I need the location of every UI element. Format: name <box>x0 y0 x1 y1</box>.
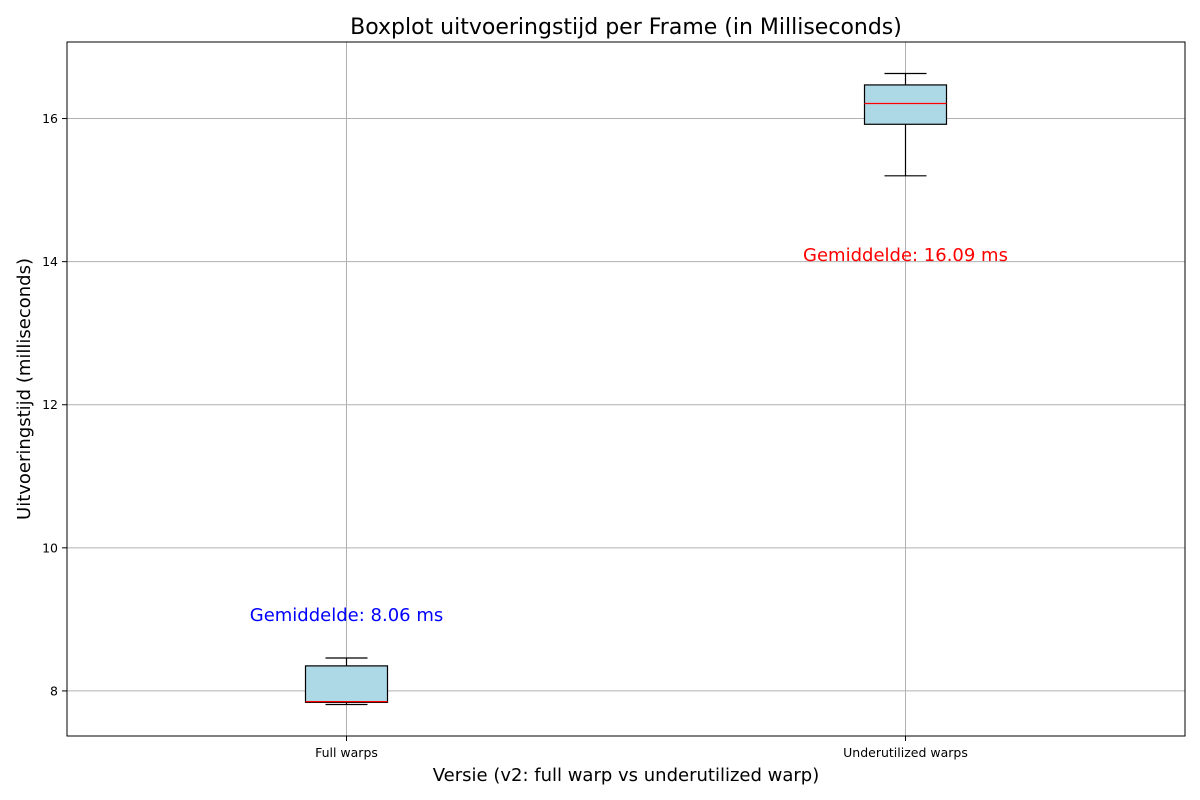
grid-lines <box>67 42 1185 736</box>
y-tick-label: 12 <box>42 397 58 412</box>
iqr-box <box>863 84 948 125</box>
y-axis-label: Uitvoeringstijd (milliseconds) <box>14 258 35 520</box>
x-tick-label: Full warps <box>315 745 378 760</box>
iqr-box <box>304 665 389 703</box>
annotations: Gemiddelde: 8.06 ms Gemiddelde: 16.09 ms <box>250 245 1008 626</box>
mean-annotation-1: Gemiddelde: 16.09 ms <box>803 245 1008 266</box>
box-1 <box>863 72 948 177</box>
mean-annotation-0: Gemiddelde: 8.06 ms <box>250 605 443 626</box>
y-tick-label: 10 <box>42 540 58 555</box>
chart-title: Boxplot uitvoeringstijd per Frame (in Mi… <box>350 15 902 40</box>
boxes <box>304 72 948 706</box>
x-axis-label: Versie (v2: full warp vs underutilized w… <box>433 765 819 786</box>
x-tick-label: Underutilized warps <box>843 745 968 760</box>
y-tick-label: 8 <box>50 683 58 698</box>
y-tick-label: 14 <box>42 254 58 269</box>
axis-ticks: 8 10 12 14 16 Full warps Underutilized warps <box>42 111 968 760</box>
y-tick-label: 16 <box>42 111 58 126</box>
box-0 <box>304 657 389 706</box>
plot-frame <box>66 41 1186 737</box>
